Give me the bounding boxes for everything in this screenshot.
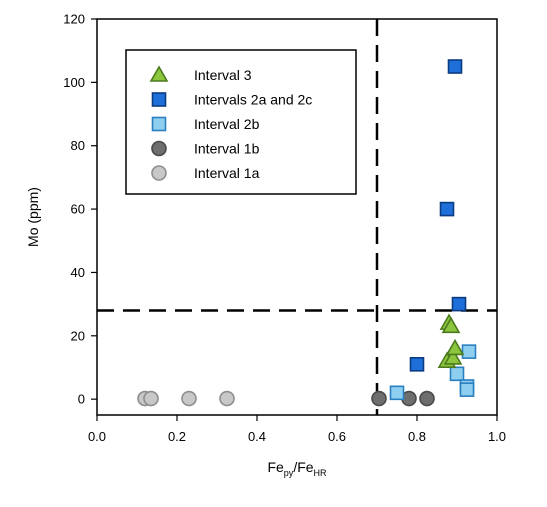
data-point [447,59,463,74]
y-axis-title: Mo (ppm) [25,187,41,247]
legend-marker [151,116,167,132]
y-tick-label: 120 [63,12,85,27]
axis-ticks: 0.0 0.2 0.4 0.6 0.8 1.0 0 20 40 60 80 100 120 [63,12,506,445]
data-point [419,390,435,407]
y-tick-label: 20 [71,328,85,343]
data-point [443,348,463,365]
data-point [441,316,461,334]
y-tick-label: 0 [78,392,85,407]
legend-marker [151,140,167,157]
legend-label: Interval 2b [194,116,260,132]
x-tick-label: 0.8 [408,429,426,444]
data-point [389,385,405,401]
legend-label: Intervals 2a and 2c [194,92,312,108]
data-point [461,344,477,359]
x-tick-label: 0.6 [328,429,346,444]
legend-marker [151,165,167,181]
data-point [219,390,235,407]
data-point [439,201,455,217]
x-axis-title-mid: /Fe [293,459,313,475]
legend-marker [149,65,169,82]
x-tick-label: 1.0 [488,429,506,444]
x-axis-title-sub1: py [284,468,294,478]
data-point [449,366,465,382]
x-axis-title: Fepy/FeHR [267,459,327,478]
data-point [445,338,465,356]
data-point [371,390,387,407]
legend-label: Interval 1b [194,141,260,157]
y-tick-label: 60 [71,202,85,217]
data-point [409,357,425,372]
data-point [459,382,475,397]
legend-label: Interval 3 [194,67,252,83]
x-tick-label: 0.0 [88,429,106,444]
data-point [143,390,159,407]
x-axis-title-main: Fe [267,459,284,475]
y-tick-label: 80 [71,138,85,153]
data-point [181,390,197,407]
legend-label: Interval 1a [194,165,260,181]
x-axis-title-sub2: HR [314,468,327,478]
y-tick-label: 40 [71,265,85,280]
legend-marker [151,92,167,107]
x-tick-label: 0.2 [168,429,186,444]
y-tick-label: 100 [63,75,85,90]
data-point [451,296,467,312]
x-tick-label: 0.4 [248,429,266,444]
threshold-lines [97,19,497,415]
data-points [137,59,477,407]
legend: Interval 3 Intervals 2a and 2c Interval 2b… [125,49,357,195]
